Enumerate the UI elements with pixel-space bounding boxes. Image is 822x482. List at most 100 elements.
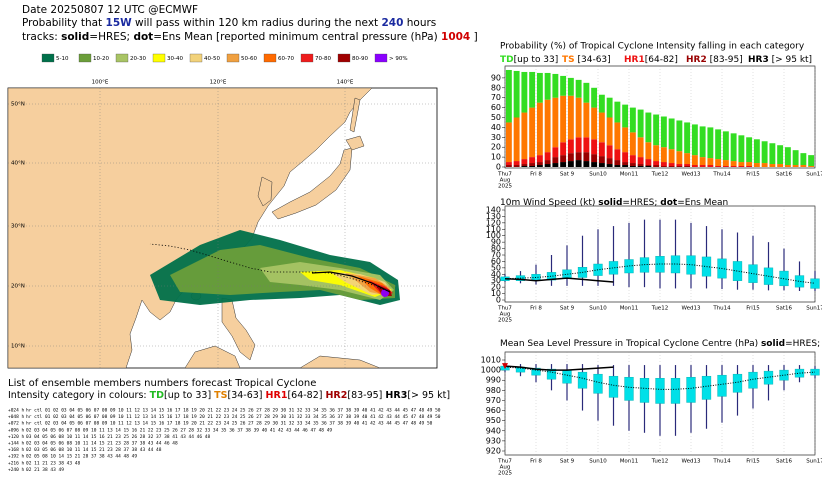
y-tick-label: 1000 <box>481 366 501 375</box>
bar-segment <box>653 114 660 146</box>
legend-swatch <box>374 53 388 63</box>
text-part: 10m Wind Speed (kt) <box>500 198 598 208</box>
box <box>732 373 743 393</box>
bar-segment <box>567 153 574 162</box>
bar-segment <box>707 158 714 166</box>
legend-swatch <box>115 53 129 63</box>
x-tick-label: Wed13 <box>682 306 701 312</box>
lat-label: 30°N <box>11 224 25 230</box>
ens-mean-line <box>504 263 816 284</box>
text-part: =HRES; <box>785 339 822 349</box>
row-members: 02 21 38 43 49 <box>26 467 64 473</box>
intensity-line: Intensity category in colours: TD[up to … <box>8 390 450 401</box>
bar-segment <box>730 166 737 167</box>
bar-segment <box>637 157 644 165</box>
bar-segment <box>529 166 536 167</box>
bar-segment <box>691 124 698 156</box>
bar-segment <box>614 165 621 167</box>
y-tick-label: 940 <box>486 426 501 435</box>
bar-segment <box>660 147 667 163</box>
bar-segment <box>629 107 636 133</box>
x-tick-label: Wed13 <box>682 459 701 465</box>
bar-segment <box>684 166 691 167</box>
bar-segment <box>583 137 590 153</box>
box <box>763 370 774 385</box>
bar-segment <box>769 143 776 165</box>
x-tick-label: Sat 9 <box>560 172 575 178</box>
row-label: +048 h <box>8 414 25 420</box>
bar-segment <box>606 97 613 118</box>
legend-swatch <box>263 53 277 63</box>
bar-segment <box>575 97 582 138</box>
bar-segment <box>761 163 768 167</box>
row-members: 03 04 05 06 08 10 11 14 15 16 21 23 25 2… <box>26 434 211 440</box>
legend-swatch <box>189 53 203 63</box>
bar-segment <box>598 163 605 167</box>
y-tick-label: 30 <box>491 133 501 142</box>
plume-band <box>381 289 389 297</box>
y-tick-label: 20 <box>491 143 501 152</box>
row-label: +024 h <box>8 408 25 414</box>
legend-range: [> 95 kt] <box>769 55 812 65</box>
bar-segment <box>722 160 729 167</box>
y-tick-label: 10 <box>491 289 501 298</box>
bar-segment <box>769 164 776 167</box>
bar-segment <box>629 155 636 164</box>
lon-label: 100°E <box>92 80 109 86</box>
text-part: dot <box>660 198 678 208</box>
header-probability: Probability that 15W will pass within 12… <box>22 17 436 29</box>
bar-segment <box>753 139 760 164</box>
y-tick-label: 60 <box>491 103 501 112</box>
bar-segment <box>529 163 536 167</box>
bar-segment <box>746 166 753 167</box>
legend-label: 80-90 <box>352 56 368 62</box>
bar-segment <box>567 95 574 140</box>
legend-range: [64-82] <box>645 55 678 65</box>
x-tick-label: Fri15 <box>746 459 760 465</box>
bar-segment <box>622 152 629 163</box>
text-part: Probability that <box>22 17 106 29</box>
bar-segment <box>653 161 660 166</box>
box <box>717 374 727 397</box>
x-tick-label: Tue12 <box>651 172 668 178</box>
text-part: Intensity category in colours: <box>8 390 150 401</box>
box <box>779 369 789 381</box>
bar-segment <box>722 131 729 161</box>
philippines <box>221 297 256 361</box>
bar-segment <box>629 166 636 167</box>
lat-label: 50°N <box>11 102 25 108</box>
y-tick-label: 100 <box>486 231 501 240</box>
bar-segment <box>560 155 567 163</box>
bar-segment <box>560 162 567 167</box>
bar-segment <box>645 159 652 166</box>
y-tick-label: 50 <box>491 263 501 272</box>
bar-segment <box>544 160 551 165</box>
bar-segment <box>753 163 760 167</box>
x-tick-label: Fri 8 <box>530 306 542 312</box>
bar-segment <box>521 159 528 165</box>
text-part: =HRES; <box>89 31 133 43</box>
bar-segment <box>560 142 567 156</box>
bar-segment <box>707 165 714 167</box>
bar-segment <box>552 157 559 164</box>
hokkaido <box>345 135 365 151</box>
bar-segment <box>699 165 706 167</box>
bar-segment <box>777 164 784 167</box>
bar-segment <box>505 122 512 163</box>
bar-segment <box>598 112 605 143</box>
bar-segment <box>622 165 629 167</box>
bar-segment <box>614 149 621 161</box>
bar-segment <box>521 112 528 160</box>
y-tick-label: 70 <box>491 251 501 260</box>
legend-label: 30-40 <box>167 56 183 62</box>
row-members: 02 11 21 23 38 43 48 <box>26 460 80 466</box>
text-part: [64-82] <box>287 390 325 401</box>
korea <box>257 176 273 207</box>
bar-segment <box>552 73 559 98</box>
box <box>794 275 805 288</box>
legend-label: 5-10 <box>56 56 69 62</box>
bar-segment <box>521 164 528 167</box>
bar-segment <box>591 87 598 108</box>
legend-label: 60-70 <box>278 56 294 62</box>
